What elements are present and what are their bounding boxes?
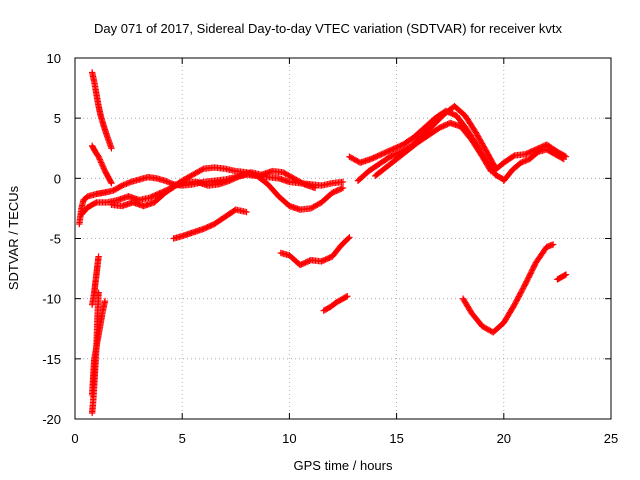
data-point [118, 182, 126, 189]
series-arc-9 [88, 297, 109, 399]
point-marker [124, 179, 132, 187]
point-marker [92, 199, 99, 207]
x-axis-label: GPS time / hours [294, 458, 393, 473]
data-point [517, 159, 525, 166]
point-marker [97, 159, 105, 166]
point-marker [475, 134, 483, 142]
x-tick-label: 15 [389, 431, 403, 446]
point-marker [96, 154, 103, 162]
data-point [346, 234, 353, 241]
series-arc-17 [459, 241, 557, 336]
point-marker [120, 181, 127, 189]
data-point [95, 153, 102, 160]
chart-title: Day 071 of 2017, Sidereal Day-to-day VTE… [94, 21, 562, 36]
point-marker [520, 158, 528, 165]
data-point [344, 293, 351, 300]
y-tick-label: 10 [47, 51, 61, 66]
x-tick-label: 20 [497, 431, 511, 446]
data-point [487, 167, 495, 175]
data-point [98, 160, 105, 168]
point-marker [523, 157, 530, 164]
series-arc-10 [277, 234, 353, 269]
series-arc-15 [492, 141, 570, 174]
data-point [472, 129, 480, 136]
point-marker [559, 155, 566, 162]
data-point [243, 208, 250, 216]
x-tick-label: 25 [604, 431, 618, 446]
point-marker [107, 178, 115, 186]
point-marker [123, 180, 130, 187]
point-marker [166, 179, 173, 186]
series-arc-6 [170, 206, 250, 242]
point-marker [163, 178, 170, 185]
point-marker [338, 185, 345, 192]
point-marker [99, 162, 106, 169]
point-marker [478, 139, 485, 146]
point-marker [96, 156, 104, 163]
point-marker [519, 158, 526, 166]
data-points [76, 69, 570, 417]
point-marker [97, 157, 104, 165]
y-tick-label: 5 [54, 111, 61, 126]
point-marker [474, 132, 481, 139]
x-tick-label: 0 [71, 431, 78, 446]
point-marker [480, 143, 487, 150]
point-marker [126, 179, 133, 186]
point-marker [473, 130, 480, 138]
y-tick-label: 0 [54, 171, 61, 186]
point-marker [167, 179, 174, 187]
axis-ticks: 0 5 10 15 20 25 -20 -15 -10 -5 0 5 10 [42, 51, 618, 446]
point-marker [99, 163, 107, 170]
point-marker [522, 157, 529, 165]
x-tick-label: 5 [179, 431, 186, 446]
point-marker [477, 137, 484, 145]
series-arc-8 [88, 253, 102, 308]
series-arc-4 [78, 164, 347, 218]
data-point [108, 179, 115, 187]
point-marker [121, 181, 129, 188]
point-marker [343, 293, 350, 301]
series-arc-16 [500, 146, 568, 184]
y-tick-label: -10 [42, 292, 61, 307]
point-marker [478, 140, 486, 147]
point-marker [199, 166, 206, 173]
data-point [161, 177, 169, 184]
y-tick-label: -20 [42, 412, 61, 427]
y-tick-label: -5 [49, 232, 61, 247]
series-arc-18 [554, 271, 570, 283]
data-point [549, 241, 557, 248]
point-marker [479, 141, 487, 149]
series-arc-5 [108, 167, 319, 210]
point-marker [476, 136, 483, 143]
x-tick-label: 10 [282, 431, 296, 446]
point-marker [475, 133, 482, 140]
y-tick-label: -15 [42, 352, 61, 367]
grid-lines [75, 58, 611, 419]
series-arc-14 [371, 119, 495, 180]
point-marker [100, 165, 107, 172]
series-arc-1 [88, 69, 115, 152]
data-point [95, 253, 102, 260]
point-marker [164, 178, 172, 186]
series-arc-11 [320, 293, 351, 314]
data-point [311, 184, 319, 192]
data-point [339, 178, 347, 186]
series-arc-2 [88, 142, 115, 187]
data-point [108, 145, 115, 152]
point-marker [561, 272, 569, 279]
data-point [562, 271, 570, 278]
data-point [101, 297, 109, 305]
point-marker [481, 144, 488, 151]
point-marker [481, 145, 489, 153]
point-marker [345, 235, 352, 242]
data-point [339, 184, 347, 192]
y-axis-label: SDTVAR / TECUs [6, 185, 21, 290]
data-point [560, 155, 568, 163]
